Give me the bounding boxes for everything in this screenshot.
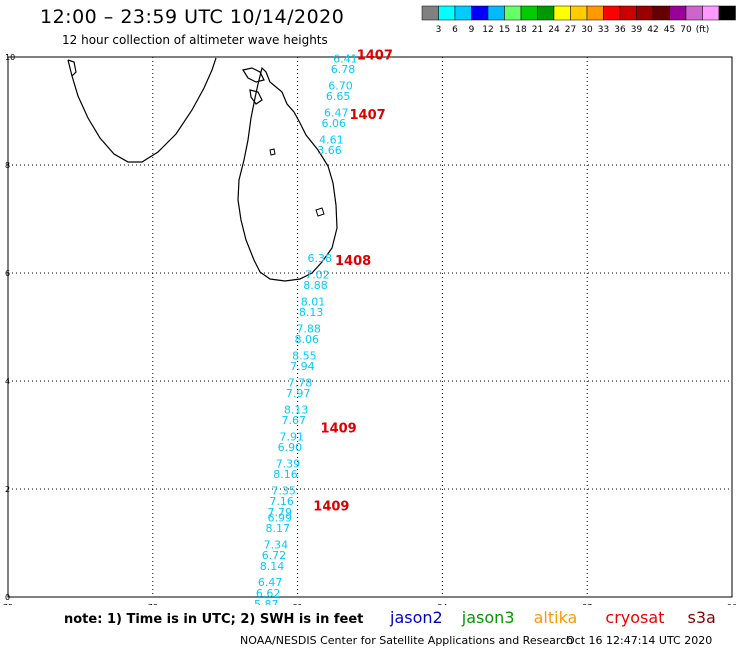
lat-tick-label: 2 [5, 485, 10, 494]
wave-height-value: 7.78 [288, 376, 313, 389]
colorbar-label: 3 [436, 25, 442, 35]
wave-height-value: 6.06 [322, 117, 347, 130]
wave-height-value: 7.91 [280, 430, 305, 443]
legend-s3a: s3a [687, 608, 716, 627]
wave-height-value: 6.78 [331, 63, 356, 76]
legend-cryosat: cryosat [605, 608, 665, 627]
orbit-number-labels: 1407 1407 1408 1409 1409 [313, 49, 393, 515]
colorbar-label: 70 [680, 25, 692, 35]
satellite-track-values: 6.416.786.706.656.476.064.613.666.387.02… [254, 52, 358, 605]
map-title: 12:00 – 23:59 UTC 10/14/2020 [40, 6, 345, 28]
colorbar-label: 39 [631, 25, 643, 35]
wave-height-value: 6.99 [267, 511, 292, 524]
wave-height-value: 7.67 [281, 414, 306, 427]
wave-height-value: 7.94 [290, 360, 315, 373]
colorbar-swatch [718, 5, 736, 21]
wave-height-value: 7.02 [305, 268, 330, 281]
india-inlet [67, 59, 77, 77]
colorbar-label: (ft) [696, 25, 710, 35]
colorbar-label: 27 [565, 25, 576, 35]
colorbar-label: 6 [452, 25, 458, 35]
wave-height-value: 8.14 [260, 560, 285, 573]
wave-height-value: 3.66 [317, 144, 342, 157]
india-coastline [67, 57, 217, 163]
wave-height-value: 7.97 [286, 387, 311, 400]
colorbar-label: 15 [499, 25, 510, 35]
orbit-number: 1407 [349, 108, 385, 123]
wave-height-value: 7.34 [264, 538, 289, 551]
wave-height-value: 4.61 [319, 133, 344, 146]
wave-height-value: 7.88 [296, 322, 321, 335]
colorbar-label: 33 [598, 25, 609, 35]
legend-jason3: jason3 [461, 608, 515, 627]
generated-timestamp: Oct 16 12:47:14 UTC 2020 [566, 634, 713, 647]
map-subtitle: 12 hour collection of altimeter wave hei… [62, 33, 328, 47]
map-frame [7, 56, 733, 598]
orbit-number: 1408 [335, 254, 371, 269]
colorbar-label: 18 [515, 25, 527, 35]
colorbar-label: 42 [647, 25, 658, 35]
altimeter-map: 75 78 81 84 87 90 0 2 4 6 8 10 6.416.78 6.706.65 6.47… [3, 49, 737, 605]
colorbar-label: 12 [482, 25, 493, 35]
credit-line: NOAA/NESDIS Center for Satellite Applica… [240, 634, 574, 647]
orbit-number: 1407 [357, 49, 393, 64]
orbit-number: 1409 [313, 500, 349, 515]
wave-height-value: 8.01 [301, 295, 326, 308]
lon-tick-label: 78 [148, 603, 158, 605]
wave-height-value: 8.17 [266, 522, 291, 535]
coastline [67, 57, 338, 282]
lat-tick-label: 6 [5, 269, 10, 278]
wave-height-value: 6.70 [328, 79, 353, 92]
orbit-number: 1409 [321, 421, 357, 436]
wave-height-value: 8.13 [299, 306, 324, 319]
wave-height-value: 6.90 [278, 441, 303, 454]
wave-height-value: 8.55 [292, 349, 317, 362]
wave-height-value: 6.65 [326, 90, 351, 103]
colorbar-label: 45 [664, 25, 675, 35]
wave-height-value: 8.06 [295, 333, 320, 346]
wave-height-value: 6.41 [333, 52, 358, 65]
jaffna-peninsula [242, 67, 265, 105]
wave-height-value: 6.72 [262, 549, 287, 562]
lake-1 [315, 207, 325, 217]
lon-tick-label: 81 [293, 603, 303, 605]
lon-tick-label: 75 [3, 603, 13, 605]
lat-tick-label: 10 [5, 53, 15, 62]
lat-lon-grid: 75 78 81 84 87 90 0 2 4 6 8 10 [3, 53, 737, 605]
units-note: note: 1) Time is in UTC; 2) SWH is in fe… [64, 612, 364, 627]
wave-height-value: 7.35 [271, 484, 296, 497]
colorbar-label: 24 [548, 25, 560, 35]
wave-height-value: 5.87 [254, 598, 279, 605]
wave-height-value: 6.47 [324, 106, 349, 119]
wave-height-value: 8.88 [303, 279, 328, 292]
wave-height-value: 6.38 [308, 252, 333, 265]
legend-jason2: jason2 [390, 608, 443, 627]
wave-height-value: 6.47 [258, 576, 283, 589]
wave-height-value: 7.16 [269, 495, 294, 508]
legend-altika: altika [533, 608, 578, 627]
colorbar-label: 21 [532, 25, 543, 35]
sri-lanka-coastline [237, 66, 338, 282]
wave-height-value: 8.16 [273, 468, 298, 481]
wave-height-colorbar: 3 6 9 12 15 18 21 24 27 30 33 36 39 42 45 70 (ft) [421, 5, 736, 35]
lake-2 [269, 148, 276, 156]
wave-height-value: 7.79 [267, 506, 292, 519]
colorbar-label: 30 [581, 25, 593, 35]
lat-tick-label: 4 [5, 377, 10, 386]
lat-tick-label: 8 [5, 161, 10, 170]
lat-tick-label: 0 [5, 593, 10, 602]
wave-height-value: 7.39 [276, 457, 301, 470]
colorbar-label: 36 [614, 25, 626, 35]
wave-height-value: 8.13 [284, 403, 309, 416]
colorbar-label: 9 [469, 25, 475, 35]
lon-tick-label: 84 [437, 603, 447, 605]
wave-height-value: 6.62 [256, 587, 281, 600]
lon-tick-label: 90 [727, 603, 737, 605]
lon-tick-label: 87 [582, 603, 592, 605]
